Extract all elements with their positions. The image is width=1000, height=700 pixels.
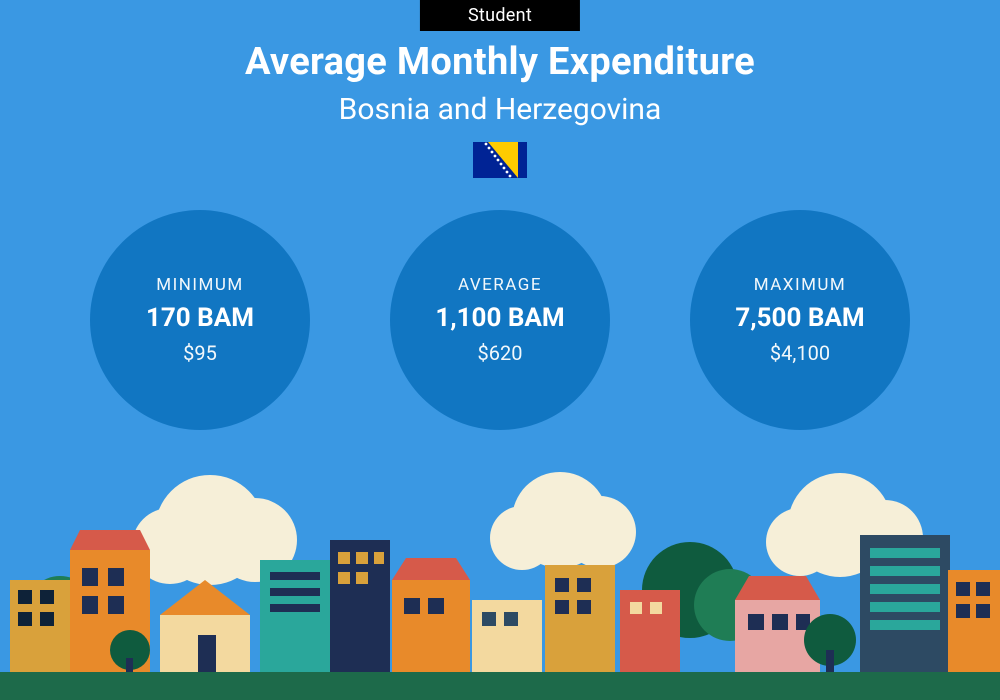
country-flag-icon xyxy=(473,142,527,178)
stat-usd-value: $95 xyxy=(183,341,217,365)
cityscape-illustration xyxy=(0,450,1000,700)
stats-row: MINIMUM 170 BAM $95 AVERAGE 1,100 BAM $6… xyxy=(0,210,1000,430)
stat-local-value: 1,100 BAM xyxy=(435,303,564,333)
stat-usd-value: $4,100 xyxy=(770,341,830,365)
category-badge: Student xyxy=(420,0,580,31)
stat-usd-value: $620 xyxy=(478,341,523,365)
infographic-card: Student Average Monthly Expenditure Bosn… xyxy=(0,0,1000,700)
stat-circle-maximum: MAXIMUM 7,500 BAM $4,100 xyxy=(690,210,910,430)
stat-circle-average: AVERAGE 1,100 BAM $620 xyxy=(390,210,610,430)
stat-circle-minimum: MINIMUM 170 BAM $95 xyxy=(90,210,310,430)
page-title: Average Monthly Expenditure xyxy=(0,40,1000,84)
stat-local-value: 170 BAM xyxy=(146,303,254,333)
stat-label: MINIMUM xyxy=(156,275,243,295)
page-subtitle: Bosnia and Herzegovina xyxy=(0,92,1000,127)
stat-local-value: 7,500 BAM xyxy=(735,303,864,333)
stat-label: MAXIMUM xyxy=(754,275,847,295)
stat-label: AVERAGE xyxy=(458,275,542,295)
